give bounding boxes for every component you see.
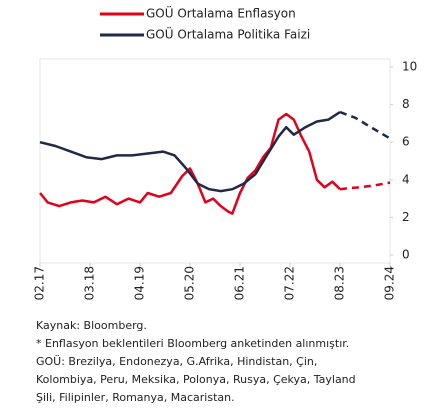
forecast-line [339, 181, 391, 191]
note: Kaynak: Bloomberg. [36, 319, 147, 332]
x-tick-label: 06.21 [233, 266, 247, 300]
series-line [39, 112, 341, 215]
forecast-line [339, 110, 391, 140]
x-tick-label: 07.22 [283, 266, 297, 300]
note: Kolombiya, Peru, Meksika, Polonya, Rusya… [36, 373, 356, 386]
note: Şili, Filipinler, Romanya, Macaristan. [36, 391, 235, 404]
series-line [39, 111, 341, 193]
plot-frame [39, 58, 391, 264]
x-tick-label: 04.19 [133, 266, 147, 300]
legend-label: GOÜ Ortalama Politika Faizi [146, 26, 310, 42]
y-tick-label: 0 [402, 248, 410, 262]
x-tick-label: 02.17 [33, 266, 47, 300]
legend-label: GOÜ Ortalama Enflasyon [146, 5, 296, 21]
x-tick-label: 09.24 [383, 266, 397, 300]
x-tick-label: 03.18 [83, 266, 97, 300]
note: GOÜ: Brezilya, Endonezya, G.Afrika, Hind… [36, 355, 317, 368]
y-tick-label: 10 [402, 60, 417, 74]
y-tick-label: 6 [402, 135, 410, 149]
x-tick-label: 05.20 [183, 266, 197, 300]
x-tick-label: 08.23 [333, 266, 347, 300]
y-tick-label: 2 [402, 210, 410, 224]
y-tick-label: 4 [402, 172, 410, 186]
note: * Enflasyon beklentileri Bloomberg anket… [36, 337, 349, 350]
y-tick-label: 8 [402, 97, 410, 111]
